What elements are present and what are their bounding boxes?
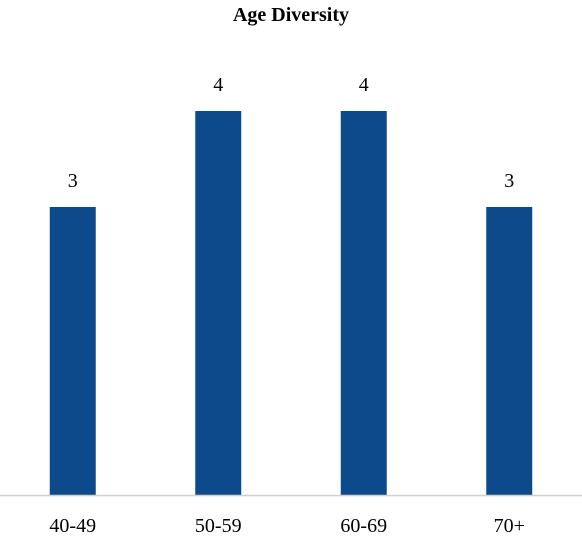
x-tick-labels-group: 40-49 50-59 60-69 70+ bbox=[49, 515, 524, 537]
bar-70+ bbox=[486, 207, 533, 495]
chart-title: Age Diversity bbox=[232, 4, 350, 26]
x-tick-label-70+: 70+ bbox=[494, 515, 525, 537]
data-label-40-49: 3 bbox=[68, 170, 78, 192]
x-tick-label-40-49: 40-49 bbox=[49, 515, 96, 537]
bar-50-59 bbox=[195, 111, 242, 495]
x-tick-label-60-69: 60-69 bbox=[340, 515, 387, 537]
data-labels-group: 3 4 4 3 bbox=[68, 74, 515, 192]
bar-40-49 bbox=[49, 207, 96, 495]
bar-60-69 bbox=[340, 111, 387, 495]
bars-group bbox=[49, 111, 533, 495]
data-label-50-59: 4 bbox=[213, 74, 223, 96]
data-label-60-69: 4 bbox=[359, 74, 369, 96]
data-label-70+: 3 bbox=[504, 170, 514, 192]
x-tick-label-50-59: 50-59 bbox=[195, 515, 242, 537]
